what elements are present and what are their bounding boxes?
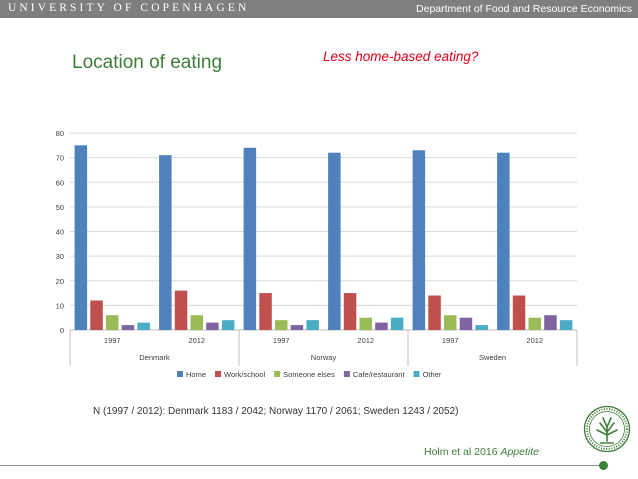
x-group-label-sweden: Sweden: [479, 353, 506, 362]
x-tick-label-year: 1997: [104, 336, 121, 345]
y-tick-label: 70: [56, 154, 64, 163]
x-group-label-norway: Norway: [311, 353, 337, 362]
bar-other-0: [137, 322, 150, 330]
bar-home-0: [74, 145, 88, 330]
legend-label-someone-elses: Someone elses: [283, 370, 335, 379]
footer-line: [0, 465, 600, 466]
legend-swatch-home: [177, 371, 183, 377]
bar-work-school-4: [428, 295, 441, 330]
bar-other-1: [221, 320, 235, 330]
sample-size-note: N (1997 / 2012): Denmark 1183 / 2042; No…: [93, 406, 459, 417]
y-tick-label: 20: [56, 277, 64, 286]
x-tick-label-year: 2012: [357, 336, 374, 345]
slide-title: Location of eating: [72, 52, 223, 73]
bar-home-4: [412, 150, 426, 330]
bar-home-3: [328, 152, 341, 330]
top-banner: UNIVERSITY OF COPENHAGEN Department of F…: [0, 0, 638, 18]
bar-someone-elses-2: [275, 320, 288, 330]
slide-subtitle: Less home-based eating?: [323, 49, 479, 64]
x-group-label-denmark: Denmark: [139, 353, 170, 362]
legend-label-home: Home: [186, 370, 206, 379]
y-tick-label: 40: [56, 228, 64, 237]
y-tick-label: 50: [56, 203, 64, 212]
bar-other-2: [306, 320, 319, 330]
bar-someone-elses-4: [444, 315, 457, 330]
legend-label-work-school: Work/school: [224, 370, 265, 379]
bar-someone-elses-1: [190, 315, 203, 330]
reference-journal: Appetite: [500, 446, 539, 458]
bar-other-4: [475, 325, 488, 330]
bar-work-school-3: [343, 293, 357, 330]
university-name: UNIVERSITY OF COPENHAGEN: [8, 2, 250, 14]
bar-work-school-2: [259, 293, 272, 330]
bar-someone-elses-3: [359, 317, 372, 330]
bar-other-3: [390, 317, 404, 330]
y-tick-label: 30: [56, 252, 64, 261]
y-tick-label: 10: [56, 301, 64, 310]
university-seal-icon: [583, 405, 631, 453]
bar-cafe-restaurant-4: [459, 317, 473, 330]
bar-cafe-restaurant-5: [544, 315, 557, 330]
reference: Holm et al 2016 Appetite: [424, 446, 539, 458]
legend-swatch-cafe-restaurant: [343, 371, 350, 377]
bar-someone-elses-0: [106, 315, 119, 330]
y-tick-label: 0: [60, 326, 64, 335]
bar-work-school-5: [512, 295, 526, 330]
bar-cafe-restaurant-2: [290, 325, 304, 330]
y-tick-label: 80: [56, 129, 64, 138]
bar-home-2: [243, 147, 257, 330]
x-tick-label-year: 1997: [273, 336, 290, 345]
bar-work-school-1: [174, 290, 188, 330]
legend-label-cafe-restaurant: Cafe/restaurant: [353, 370, 406, 379]
bar-cafe-restaurant-3: [375, 322, 388, 330]
bar-other-5: [559, 320, 573, 330]
reference-authors: Holm et al 2016: [424, 446, 498, 458]
department-name: Department of Food and Resource Economic…: [416, 3, 632, 15]
x-tick-label-year: 1997: [442, 336, 459, 345]
legend-label-other: Other: [423, 370, 442, 379]
x-tick-label-year: 2012: [526, 336, 543, 345]
footer-dot: [599, 461, 608, 470]
legend-swatch-someone-elses: [274, 371, 281, 377]
x-tick-label-year: 2012: [188, 336, 205, 345]
bar-home-5: [497, 152, 510, 330]
bar-someone-elses-5: [528, 317, 541, 330]
legend-swatch-work-school: [215, 371, 222, 377]
bar-cafe-restaurant-1: [206, 322, 219, 330]
y-tick-label: 60: [56, 178, 64, 187]
bar-cafe-restaurant-0: [121, 325, 135, 330]
legend-swatch-other: [413, 371, 420, 377]
bar-work-school-0: [90, 300, 103, 330]
bar-home-1: [159, 155, 172, 330]
